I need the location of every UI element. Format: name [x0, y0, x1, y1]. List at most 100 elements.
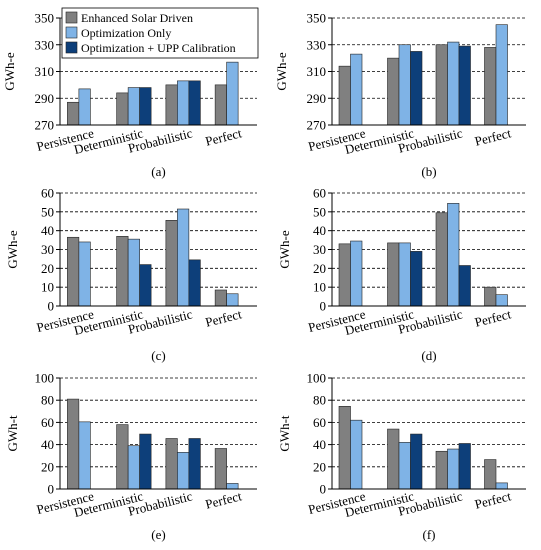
y-tick-label: 100	[35, 371, 55, 386]
bar-persistence-2	[78, 88, 91, 126]
y-tick-label: 0	[48, 482, 55, 497]
bar-persistence-1	[338, 406, 351, 490]
bar-probabilistic-2	[447, 41, 460, 126]
panel-label: (e)	[151, 527, 165, 542]
bar-deterministic-2	[398, 242, 411, 307]
legend-box	[61, 7, 259, 59]
y-tick-label: 20	[313, 261, 326, 276]
bar-persistence-1	[67, 236, 80, 307]
y-tick-label: 310	[35, 64, 55, 79]
panel-label: (f)	[423, 527, 436, 542]
legend-swatch	[65, 26, 78, 39]
legend-swatch	[65, 11, 78, 24]
bar-probabilistic-3	[188, 259, 201, 307]
bar-probabilistic-3	[188, 80, 201, 126]
bar-probabilistic-2	[177, 80, 190, 126]
bar-perfect-2	[495, 294, 508, 307]
bar-deterministic-1	[387, 57, 400, 126]
bar-perfect-2	[226, 61, 239, 126]
legend-swatch	[65, 41, 78, 54]
chart-panel-a: 270290310330350PersistenceDeterministicP…	[2, 7, 259, 179]
bar-persistence-2	[350, 419, 363, 490]
y-tick-label: 330	[35, 37, 55, 52]
bar-perfect-2	[495, 24, 508, 126]
bar-deterministic-3	[139, 264, 152, 307]
y-tick-label: 80	[41, 393, 54, 408]
bar-probabilistic-1	[435, 44, 448, 126]
y-tick-label: 0	[320, 299, 327, 314]
bar-deterministic-3	[410, 251, 423, 307]
bar-deterministic-2	[127, 238, 140, 307]
bar-probabilistic-3	[458, 443, 471, 490]
bar-deterministic-2	[127, 87, 140, 126]
bar-probabilistic-1	[165, 438, 178, 490]
legend-entry: Optimization Only	[81, 26, 171, 40]
y-tick-label: 40	[41, 223, 54, 238]
bar-perfect-1	[214, 84, 227, 126]
panel-label: (a)	[151, 164, 165, 179]
category-label: Perfect	[204, 488, 244, 512]
y-tick-label: 290	[307, 91, 327, 106]
panel-label: (c)	[151, 348, 165, 363]
panel-label: (b)	[421, 164, 436, 179]
bar-persistence-1	[338, 65, 351, 126]
y-tick-label: 50	[41, 204, 54, 219]
y-tick-label: 350	[35, 11, 55, 26]
bar-probabilistic-1	[165, 220, 178, 307]
category-label: Perfect	[473, 125, 513, 149]
category-label: Perfect	[204, 306, 244, 330]
y-tick-label: 40	[313, 437, 326, 452]
y-tick-label: 50	[313, 204, 326, 219]
bar-deterministic-3	[139, 87, 152, 126]
y-tick-label: 100	[307, 371, 327, 386]
y-tick-label: 60	[41, 415, 54, 430]
y-tick-label: 270	[307, 118, 327, 133]
y-tick-label: 270	[35, 118, 55, 133]
y-axis-label: GWh-e	[274, 52, 289, 90]
y-tick-label: 30	[313, 242, 326, 257]
bar-probabilistic-2	[447, 448, 460, 490]
y-axis-label: GWh-e	[277, 230, 292, 268]
y-tick-label: 60	[313, 415, 326, 430]
y-axis-label: GWh-e	[2, 52, 17, 90]
legend-entry: Enhanced Solar Driven	[81, 11, 193, 25]
bar-perfect-1	[214, 289, 227, 307]
y-axis-label: GWh-e	[5, 230, 20, 268]
y-tick-label: 330	[307, 37, 327, 52]
chart-panel-d: 0102030405060PersistenceDeterministicPro…	[277, 186, 526, 363]
bar-probabilistic-3	[188, 438, 201, 490]
y-axis-label: GWh-t	[5, 415, 20, 451]
y-tick-label: 10	[313, 280, 326, 295]
legend-entry: Optimization + UPP Calibration	[81, 41, 236, 55]
y-tick-label: 80	[313, 393, 326, 408]
category-label: Perfect	[473, 488, 513, 512]
y-tick-label: 20	[41, 261, 54, 276]
y-tick-label: 0	[320, 482, 327, 497]
y-tick-label: 20	[41, 459, 54, 474]
y-tick-label: 20	[313, 459, 326, 474]
chart-panel-e: 020406080100PersistenceDeterministicProb…	[5, 371, 257, 542]
bar-deterministic-1	[387, 428, 400, 490]
y-tick-label: 290	[35, 91, 55, 106]
bar-deterministic-1	[116, 236, 129, 307]
bar-probabilistic-3	[458, 45, 471, 126]
y-tick-label: 350	[307, 11, 327, 26]
bar-persistence-2	[350, 53, 363, 126]
bar-probabilistic-1	[435, 212, 448, 307]
panel-label: (d)	[421, 348, 436, 363]
y-tick-label: 30	[41, 242, 54, 257]
bar-persistence-1	[338, 243, 351, 307]
y-tick-label: 60	[41, 186, 54, 201]
bar-probabilistic-2	[177, 208, 190, 307]
bar-persistence-2	[78, 421, 91, 490]
bar-probabilistic-1	[435, 450, 448, 490]
bar-perfect-2	[495, 482, 508, 490]
bar-persistence-1	[67, 101, 80, 126]
bar-deterministic-3	[410, 51, 423, 126]
bar-deterministic-3	[410, 433, 423, 490]
y-tick-label: 310	[307, 64, 327, 79]
chart-panel-f: 020406080100PersistenceDeterministicProb…	[277, 371, 526, 542]
bar-deterministic-2	[398, 44, 411, 126]
bar-probabilistic-2	[447, 203, 460, 307]
